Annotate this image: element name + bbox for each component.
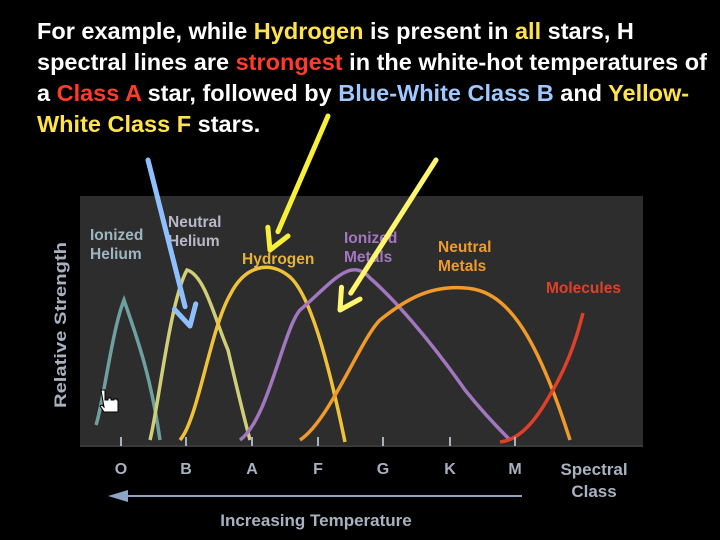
temperature-direction-arrow — [108, 490, 522, 502]
highlighted-phrase: Blue-White Class B — [338, 80, 554, 106]
curve-label-neutral-helium: Helium — [168, 233, 220, 250]
highlighted-phrase: strongest — [235, 49, 343, 75]
paragraph-text: For example, while — [37, 18, 254, 44]
highlighted-phrase: Hydrogen — [253, 18, 364, 44]
hand-cursor-icon — [99, 389, 119, 413]
paragraph-text: stars, H spectral lines are — [37, 18, 634, 75]
spectral-class-label-line1: Spectral — [560, 460, 627, 479]
paragraph-text: is present in — [363, 18, 515, 44]
paragraph-text: stars. — [191, 111, 261, 137]
class-label-o: O — [115, 461, 127, 478]
paragraph-text: star, followed by — [141, 80, 339, 106]
class-label-a: A — [246, 461, 258, 478]
class-label-b: B — [180, 461, 192, 478]
curve-ionized-metals — [238, 268, 512, 442]
curve-label-molecules: Molecules — [546, 280, 621, 297]
blue-pointer-arrow — [145, 157, 199, 329]
curve-label-ionized-metals: Metals — [344, 249, 392, 266]
curve-label-neutral-metals: Neutral — [438, 239, 491, 256]
yellow-pointer-arrow — [265, 113, 331, 253]
temperature-label: Increasing Temperature — [220, 511, 411, 530]
highlighted-phrase: Yellow-White Class F — [37, 80, 690, 137]
spectral-class-label-line2: Class — [571, 482, 616, 501]
curve-label-ionized-helium: Ionized — [90, 227, 143, 244]
explanation-paragraph: For example, while Hydrogen is present i… — [37, 16, 717, 140]
paragraph-text: and — [553, 80, 609, 106]
curve-molecules — [499, 312, 585, 444]
paragraph-text: in the white-hot temperatures of a — [37, 49, 707, 106]
pale-yellow-pointer-arrow — [337, 157, 439, 313]
y-axis-label: Relative Strength — [51, 242, 70, 408]
plot-panel — [80, 196, 643, 446]
class-label-f: F — [313, 461, 323, 478]
highlighted-phrase: Class A — [56, 80, 142, 106]
class-label-m: M — [508, 461, 521, 478]
curve-neutral-metals — [298, 285, 572, 442]
curve-neutral-helium — [148, 267, 252, 441]
curve-label-ionized-helium: Helium — [90, 246, 142, 263]
highlighted-phrase: all — [514, 18, 542, 44]
class-label-g: G — [377, 461, 389, 478]
curve-label-hydrogen: Hydrogen — [242, 251, 314, 268]
curve-label-neutral-helium: Neutral — [168, 214, 221, 231]
curve-label-neutral-metals: Metals — [438, 258, 486, 275]
curve-hydrogen — [178, 265, 347, 443]
class-label-k: K — [444, 461, 456, 478]
